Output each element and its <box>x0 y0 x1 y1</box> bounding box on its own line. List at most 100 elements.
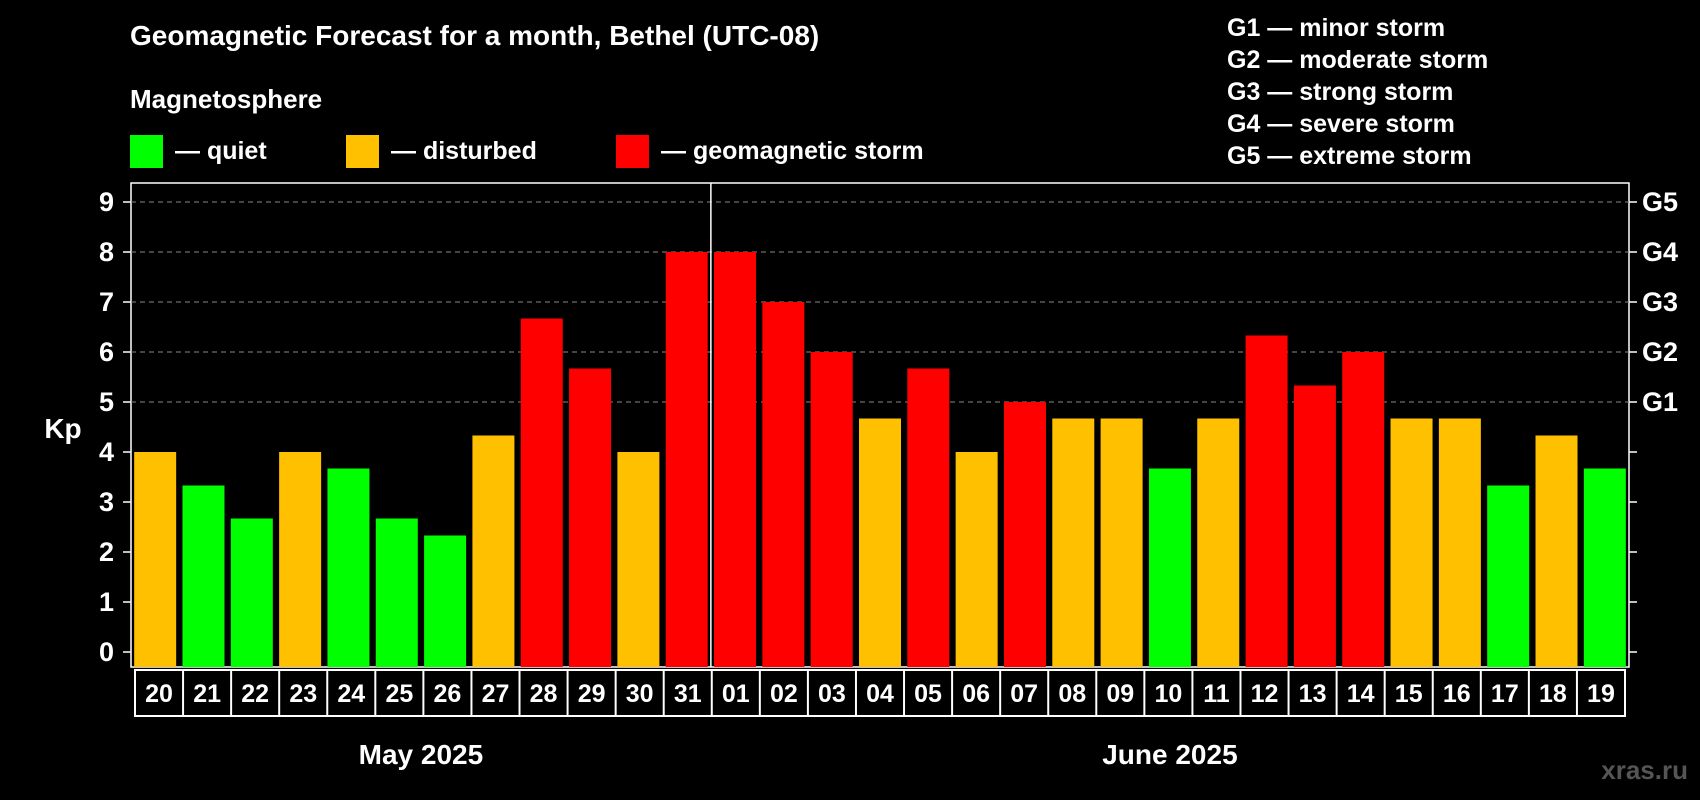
g-level-label: G4 <box>1642 237 1678 267</box>
g-scale-g4: G4 — severe storm <box>1227 110 1455 138</box>
kp-bar <box>1052 418 1095 667</box>
date-label: 11 <box>1203 680 1230 708</box>
y-tick-label: 7 <box>99 287 114 317</box>
g-scale-g3: G3 — strong storm <box>1227 78 1454 106</box>
kp-bar <box>1148 468 1191 667</box>
date-label: 27 <box>482 680 510 708</box>
kp-bar <box>569 368 612 667</box>
date-label: 22 <box>241 680 269 708</box>
kp-bar <box>1535 435 1578 667</box>
y-tick-label: 6 <box>99 337 114 367</box>
kp-bar <box>1100 418 1143 667</box>
date-label: 05 <box>914 680 942 708</box>
kp-bar <box>520 318 563 667</box>
legend-quiet-swatch <box>130 135 163 168</box>
kp-bar <box>472 435 515 667</box>
legend-disturbed-swatch <box>346 135 379 168</box>
kp-bar <box>1390 418 1433 667</box>
kp-bar <box>182 485 225 667</box>
kp-bar <box>375 518 418 667</box>
date-label: 15 <box>1395 680 1423 708</box>
date-label: 23 <box>289 680 317 708</box>
date-label: 29 <box>578 680 606 708</box>
kp-bar <box>1003 402 1046 667</box>
date-label: 06 <box>962 680 990 708</box>
date-label: 16 <box>1443 680 1471 708</box>
date-label: 10 <box>1154 680 1182 708</box>
y-tick-label: 3 <box>99 487 114 517</box>
date-label: 08 <box>1058 680 1086 708</box>
y-tick-label: 9 <box>99 187 114 217</box>
kp-bar <box>230 518 273 667</box>
date-label: 04 <box>866 680 894 708</box>
kp-bar <box>1245 335 1288 667</box>
date-label: 13 <box>1299 680 1327 708</box>
date-label: 18 <box>1539 680 1567 708</box>
chart-title: Geomagnetic Forecast for a month, Bethel… <box>130 20 820 51</box>
date-label: 12 <box>1251 680 1279 708</box>
watermark: xras.ru <box>1601 755 1688 785</box>
kp-bar <box>907 368 950 667</box>
date-label: 14 <box>1347 680 1375 708</box>
date-label: 02 <box>770 680 798 708</box>
kp-bar <box>1487 485 1530 667</box>
date-label: 03 <box>818 680 846 708</box>
y-tick-label: 8 <box>99 237 114 267</box>
date-row <box>134 669 1626 717</box>
date-label: 25 <box>385 680 413 708</box>
date-label: 31 <box>674 680 702 708</box>
g-scale-g5: G5 — extreme storm <box>1227 142 1472 170</box>
date-label: 09 <box>1106 680 1134 708</box>
kp-bar <box>1197 418 1240 667</box>
date-label: 21 <box>193 680 221 708</box>
legend-disturbed-label: — disturbed <box>391 137 537 165</box>
date-label: 24 <box>337 680 365 708</box>
kp-bar <box>134 452 177 667</box>
kp-bar <box>617 452 660 667</box>
kp-bar <box>424 535 467 667</box>
y-tick-label: 4 <box>99 437 114 467</box>
date-label: 01 <box>722 680 750 708</box>
y-tick-label: 5 <box>99 387 114 417</box>
date-label: 20 <box>145 680 173 708</box>
date-label: 26 <box>434 680 462 708</box>
month-label: May 2025 <box>359 739 484 770</box>
date-label: 30 <box>626 680 654 708</box>
date-label: 28 <box>530 680 558 708</box>
kp-bar <box>1438 418 1481 667</box>
legend-title: Magnetosphere <box>130 84 323 114</box>
date-label: 19 <box>1587 680 1615 708</box>
kp-bar <box>762 302 805 667</box>
y-tick-label: 2 <box>99 537 114 567</box>
g-scale-legend: G1 — minor storm G2 — moderate storm G3 … <box>1227 12 1488 172</box>
y-axis-label: Kp <box>44 413 81 444</box>
kp-bar <box>327 468 370 667</box>
kp-bar <box>279 452 322 667</box>
g-level-label: G3 <box>1642 287 1678 317</box>
g-scale-g2: G2 — moderate storm <box>1227 46 1489 74</box>
legend-quiet: — quiet <box>130 135 267 168</box>
kp-bar <box>955 452 998 667</box>
g-level-label: G1 <box>1642 387 1678 417</box>
kp-bar <box>1293 385 1336 667</box>
kp-bar <box>1342 352 1385 667</box>
kp-bar <box>859 418 901 667</box>
g-level-label: G5 <box>1642 187 1678 217</box>
g-level-label: G2 <box>1642 337 1678 367</box>
month-label: June 2025 <box>1102 739 1237 770</box>
kp-bar <box>665 252 708 667</box>
legend-disturbed: — disturbed <box>346 135 537 168</box>
date-label: 07 <box>1010 680 1038 708</box>
kp-bar <box>1583 468 1626 667</box>
date-label: 17 <box>1491 680 1519 708</box>
kp-bar <box>810 352 853 667</box>
legend-storm: — geomagnetic storm <box>616 135 924 168</box>
y-tick-label: 1 <box>99 587 114 617</box>
legend-storm-swatch <box>616 135 649 168</box>
legend-quiet-label: — quiet <box>175 137 267 165</box>
g-scale-g1: G1 — minor storm <box>1227 14 1446 42</box>
y-tick-label: 0 <box>99 637 114 667</box>
kp-bar <box>714 252 757 667</box>
legend-storm-label: — geomagnetic storm <box>661 137 924 165</box>
